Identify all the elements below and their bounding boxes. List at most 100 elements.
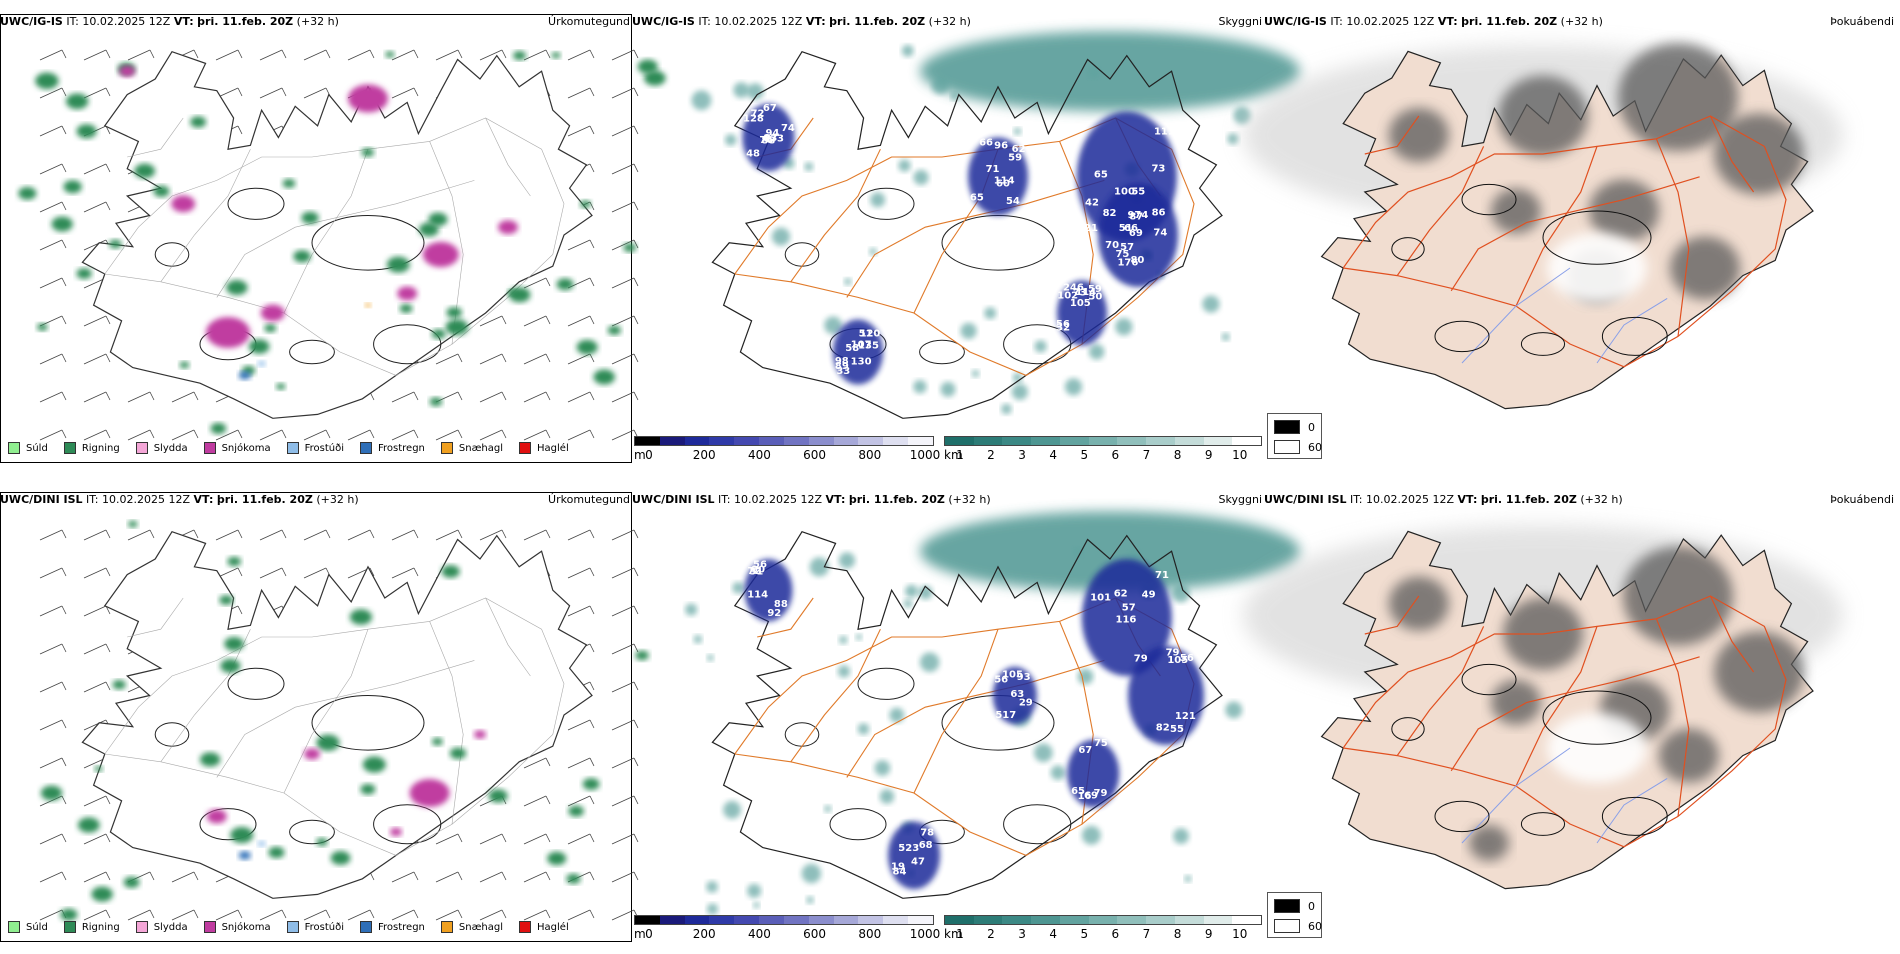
barb-shaft <box>567 833 591 845</box>
fog-index-field <box>1589 179 1659 243</box>
glacier-outline <box>1542 690 1652 745</box>
cloud-base-label: 29 <box>1019 698 1033 709</box>
barb-flag <box>237 87 243 97</box>
barb-shaft <box>611 239 635 251</box>
barb-flag <box>237 49 243 59</box>
barb-shaft <box>567 87 591 99</box>
low-visibility-patch <box>771 227 791 246</box>
barb-flag <box>633 795 639 805</box>
road-line <box>160 149 251 282</box>
barb-flag <box>61 277 67 287</box>
low-visibility-patch <box>1221 332 1230 341</box>
wind-barb <box>611 239 639 251</box>
barb-flag <box>633 163 639 173</box>
barb-flag <box>149 429 155 439</box>
colorbar-tick: 800 <box>858 448 882 462</box>
fog-index-field <box>1498 75 1588 157</box>
barb-shaft <box>83 567 107 579</box>
legend-swatch <box>1274 919 1300 933</box>
wind-barb <box>523 909 551 921</box>
glacier-outline <box>1434 800 1490 833</box>
cloud-base-label: 80 <box>1130 255 1144 266</box>
wind-barb <box>391 909 419 921</box>
barb-flag <box>105 315 111 325</box>
rain-cell <box>513 51 527 61</box>
barb-flag <box>61 429 67 439</box>
wind-barb <box>39 125 67 137</box>
barb-flag <box>105 681 111 691</box>
barb-flag <box>61 201 67 211</box>
low-visibility-field <box>920 31 1300 112</box>
snow-cell <box>422 241 459 268</box>
wind-barb <box>303 567 331 579</box>
barb-shaft <box>303 909 327 921</box>
wind-barb <box>83 163 111 175</box>
legend-label: Frostregn <box>378 442 425 454</box>
wind-barb <box>83 605 111 617</box>
valid-label: VT: <box>825 493 846 506</box>
low-visibility-patch <box>723 800 741 819</box>
cloud-base-label: 87 <box>1129 212 1143 223</box>
barb-flag <box>589 49 595 59</box>
wind-barb <box>435 49 463 61</box>
rain-cell <box>65 93 89 110</box>
wind-barb <box>567 125 595 137</box>
barb-shaft <box>611 833 635 845</box>
barb-shaft <box>83 719 107 731</box>
barb-shaft <box>567 909 591 921</box>
colorbar-tick: 7 <box>1142 927 1151 941</box>
wind-barb <box>611 643 639 655</box>
colorbar-tick: 600 <box>803 927 827 941</box>
barb-flag <box>61 833 67 843</box>
colorbar-segment <box>1002 916 1032 924</box>
cloud-base-label: 55 <box>1170 724 1184 735</box>
barb-flag <box>105 529 111 539</box>
valid-time: þri. 11.feb. 20Z <box>197 15 294 28</box>
barb-flag <box>281 87 287 97</box>
colorbar-tick: 2 <box>987 927 995 941</box>
barb-flag <box>589 529 595 539</box>
wind-barb <box>523 49 551 61</box>
legend-swatch <box>1274 440 1300 454</box>
glacier-outline <box>784 722 820 747</box>
init-label: IT: <box>1330 15 1343 28</box>
rain-cell <box>18 186 37 200</box>
valid-label: VT: <box>173 15 194 28</box>
rain-cell <box>112 680 126 690</box>
barb-flag <box>413 49 419 59</box>
colorbar-tick: 6 <box>1111 927 1120 941</box>
colorbar-tick: 2 <box>987 448 995 462</box>
colorbar-segment <box>945 437 974 445</box>
low-visibility-patch <box>1001 403 1012 415</box>
rain-cell <box>576 339 598 355</box>
low-visibility-patch <box>1081 825 1101 845</box>
fog-index-legend-row1: 0 60 <box>1267 413 1322 459</box>
cloud-base-label: 974 <box>1127 210 1148 221</box>
rain-cell <box>431 329 446 339</box>
cloud-base-label: 51 <box>749 567 763 578</box>
colorbar-segment <box>783 437 809 445</box>
barb-flag <box>457 833 463 843</box>
low-visibility-patch <box>913 169 929 185</box>
wind-barb <box>435 353 463 365</box>
glacier-outline <box>829 808 887 841</box>
cloud-base-label: 74 <box>1153 227 1167 238</box>
low-cloud-base <box>888 821 940 890</box>
panel-header: UWC/DINI ISL IT: 10.02.2025 12Z VT: þri.… <box>1264 492 1896 508</box>
cloud-base-label: 68 <box>919 840 933 851</box>
low-visibility-patch <box>733 82 750 98</box>
wind-barb <box>611 201 639 213</box>
fog-legend-item: 0 <box>1274 899 1315 913</box>
legend-swatch <box>63 442 76 454</box>
low-visibility-patch <box>747 83 764 100</box>
barb-shaft <box>83 909 107 921</box>
snow-cell <box>409 779 450 807</box>
rain-cell <box>127 520 138 528</box>
wind-barb <box>347 529 375 541</box>
barb-shaft <box>215 909 239 921</box>
wind-barb <box>523 391 551 403</box>
barb-flag <box>545 49 551 59</box>
wind-barb <box>611 833 639 845</box>
barb-shaft <box>259 529 283 541</box>
